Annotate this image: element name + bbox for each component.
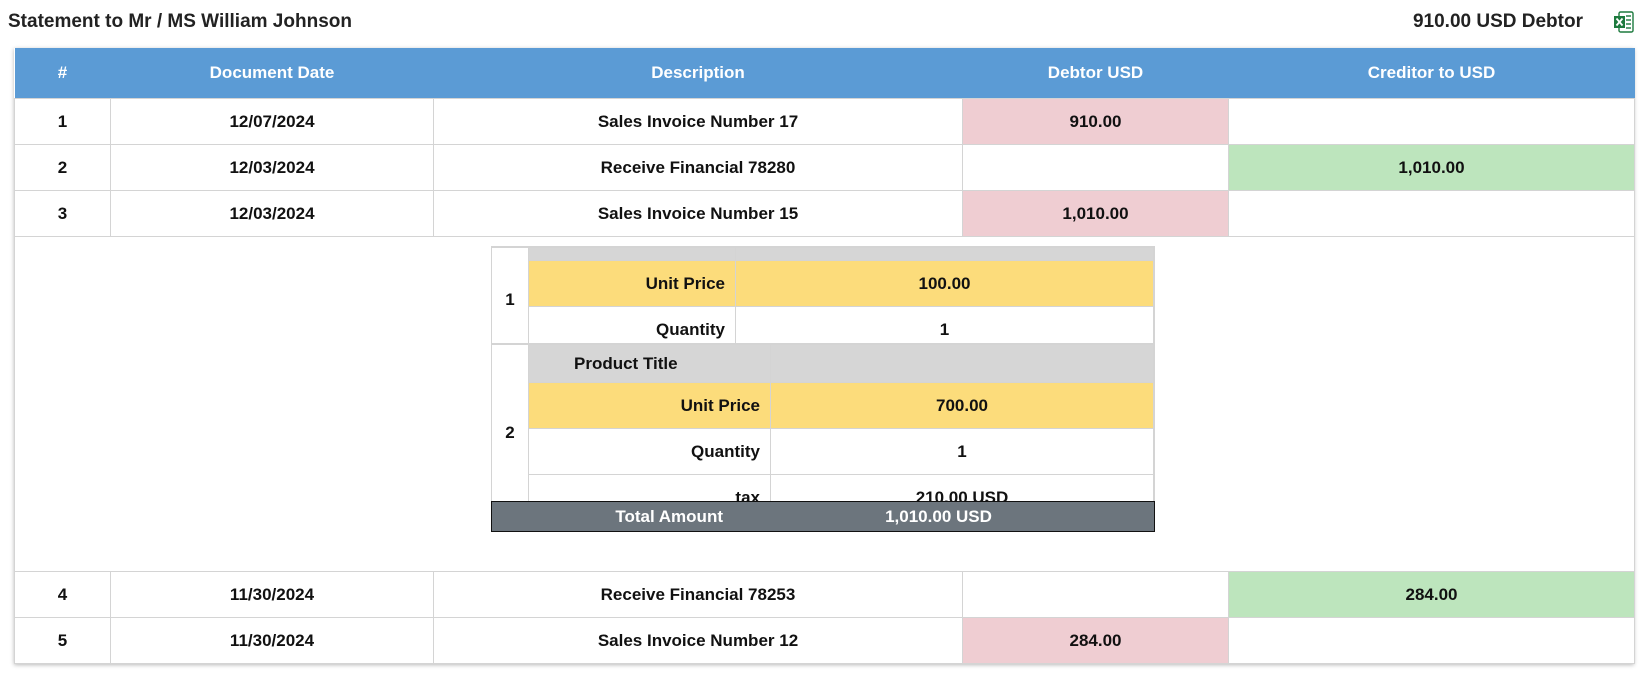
invoice-details-cell: 1 Unit Price 100.00 Quantity (14, 236, 1635, 572)
row-description: Sales Invoice Number 17 (433, 98, 963, 145)
row-date: 12/03/2024 (110, 144, 434, 191)
balance-summary: 910.00 USD Debtor (1412, 11, 1583, 32)
item-unit-price-row: Unit Price 100.00 (492, 260, 1154, 307)
row-date: 11/30/2024 (110, 571, 434, 618)
item-product-title-label: Product Title (528, 344, 771, 383)
row-date: 12/03/2024 (110, 190, 434, 237)
row-debtor: 284.00 (962, 617, 1229, 664)
item-quantity-label: Quantity (528, 428, 771, 475)
row-number: 5 (14, 617, 111, 664)
row-creditor: 1,010.00 (1228, 144, 1635, 191)
column-header-debtor: Debtor USD (962, 48, 1229, 99)
row-description: Receive Financial 78253 (433, 571, 963, 618)
row-description: Sales Invoice Number 15 (433, 190, 963, 237)
row-number: 4 (14, 571, 111, 618)
item-unit-price-value: 700.00 (770, 382, 1154, 429)
item-unit-price-value: 100.00 (735, 260, 1154, 307)
item-product-title-label (528, 247, 736, 261)
item-title-row: 1 (492, 247, 1154, 353)
item-product-title-value (770, 344, 1154, 383)
item-index: 2 (492, 344, 529, 521)
item-title-row: 2 Product Title (492, 344, 1154, 521)
item-product-title-value (735, 247, 1154, 261)
row-debtor: 1,010.00 (962, 190, 1229, 237)
invoice-item: 1 Unit Price 100.00 Quantity (491, 246, 1155, 354)
row-creditor (1228, 190, 1635, 237)
row-number: 3 (14, 190, 111, 237)
table-row[interactable]: 3 12/03/2024 Sales Invoice Number 15 1,0… (14, 190, 1635, 237)
row-debtor: 910.00 (962, 98, 1229, 145)
total-amount-label: Total Amount (615, 507, 723, 526)
statement-table: # Document Date Description Debtor USD C… (14, 48, 1635, 664)
item-quantity-value: 1 (770, 428, 1154, 475)
table-header-row: # Document Date Description Debtor USD C… (14, 48, 1635, 99)
row-creditor (1228, 98, 1635, 145)
item-index: 1 (492, 247, 529, 353)
item-unit-price-label: Unit Price (528, 382, 771, 429)
invoice-details: 1 Unit Price 100.00 Quantity (15, 237, 1635, 571)
row-creditor: 284.00 (1228, 571, 1635, 618)
column-header-creditor: Creditor to USD (1228, 48, 1635, 99)
row-date: 12/07/2024 (110, 98, 434, 145)
statement-header: Statement to Mr / MS William Johnson 910… (0, 0, 1643, 46)
table-row[interactable]: 5 11/30/2024 Sales Invoice Number 12 284… (14, 617, 1635, 664)
row-number: 2 (14, 144, 111, 191)
row-debtor (962, 571, 1229, 618)
invoice-item: 2 Product Title Unit Price 700.00 Quanti… (491, 343, 1155, 522)
row-number: 1 (14, 98, 111, 145)
total-amount-value: 1,010.00 USD (885, 507, 992, 526)
column-header-description: Description (433, 48, 963, 99)
item-quantity-row: Quantity 1 (492, 428, 1154, 475)
row-description: Receive Financial 78280 (433, 144, 963, 191)
row-debtor (962, 144, 1229, 191)
statement-title: Statement to Mr / MS William Johnson (8, 11, 352, 32)
item-unit-price-label: Unit Price (528, 260, 736, 307)
row-creditor (1228, 617, 1635, 664)
item-unit-price-row: Unit Price 700.00 (492, 382, 1154, 429)
table-row[interactable]: 1 12/07/2024 Sales Invoice Number 17 910… (14, 98, 1635, 145)
row-description: Sales Invoice Number 12 (433, 617, 963, 664)
invoice-total-bar: Total Amount 1,010.00 USD (491, 501, 1155, 532)
column-header-number: # (14, 48, 111, 99)
row-date: 11/30/2024 (110, 617, 434, 664)
column-header-document-date: Document Date (110, 48, 434, 99)
table-row[interactable]: 4 11/30/2024 Receive Financial 78253 284… (14, 571, 1635, 618)
table-row[interactable]: 2 12/03/2024 Receive Financial 78280 1,0… (14, 144, 1635, 191)
excel-icon[interactable] (1614, 11, 1634, 33)
invoice-details-row: 1 Unit Price 100.00 Quantity (14, 236, 1635, 572)
statement-table-container: # Document Date Description Debtor USD C… (14, 48, 1635, 664)
